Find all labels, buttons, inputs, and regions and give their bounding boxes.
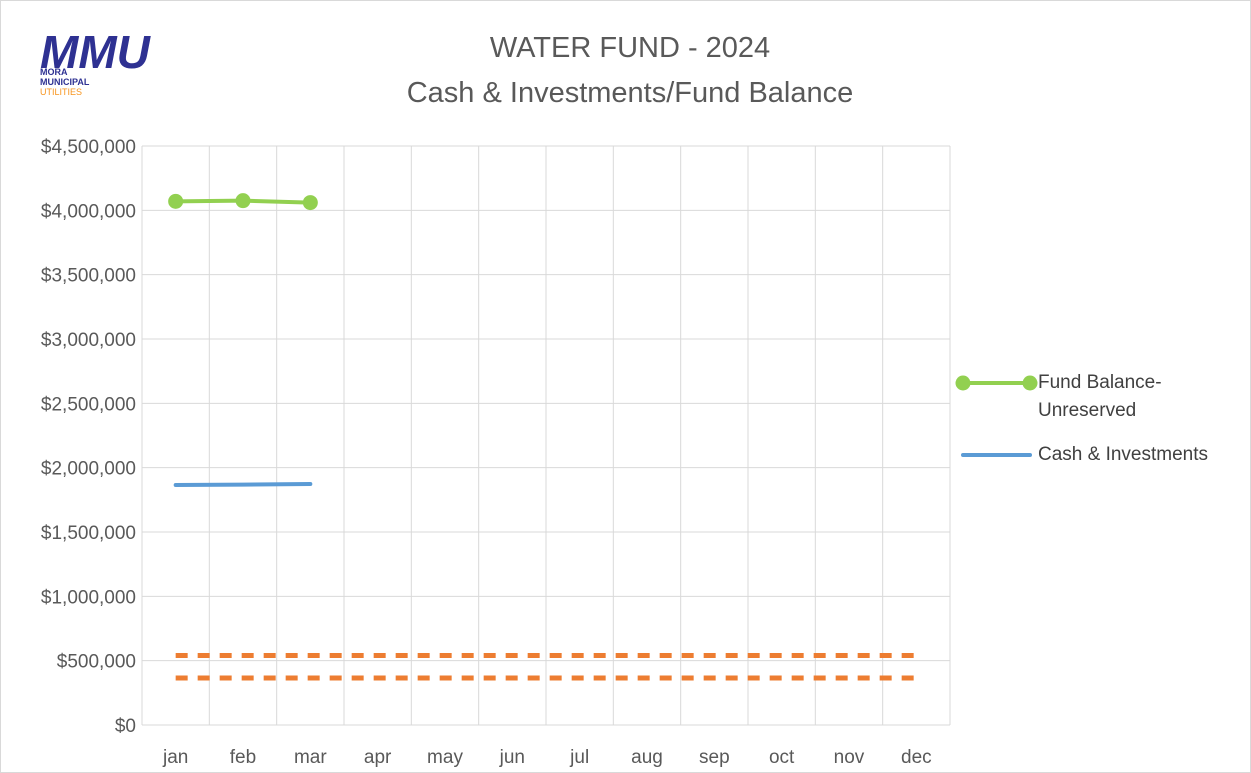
legend-label: Cash & Investments (1038, 444, 1209, 465)
logo: MMU MORA MUNICIPAL UTILITIES (40, 26, 152, 97)
x-tick-label: jul (569, 747, 589, 768)
marker (235, 193, 251, 209)
logo-line: MORA (40, 67, 68, 77)
legend-marker (1022, 375, 1038, 391)
x-tick-label: apr (364, 747, 392, 768)
x-tick-label: nov (834, 747, 865, 768)
series-line (173, 482, 313, 488)
y-tick-label: $1,000,000 (41, 587, 136, 608)
marker (302, 195, 318, 211)
x-tick-label: oct (769, 747, 795, 768)
y-tick-label: $3,500,000 (41, 266, 136, 287)
logo-line: UTILITIES (40, 87, 82, 97)
legend-label: Fund Balance-Unreserved (1038, 372, 1162, 421)
x-tick-label: may (427, 747, 463, 768)
x-tick-label: dec (901, 747, 932, 768)
x-tick-label: jun (499, 747, 525, 768)
logo-mark: MMU (40, 26, 152, 78)
y-tick-label: $2,000,000 (41, 459, 136, 480)
y-tick-label: $500,000 (57, 652, 136, 673)
y-tick-label: $4,500,000 (41, 137, 136, 158)
y-tick-label: $2,500,000 (41, 394, 136, 415)
x-tick-label: aug (631, 747, 663, 768)
logo-line: MUNICIPAL (40, 77, 90, 87)
x-tick-label: jan (162, 747, 188, 768)
x-tick-label: sep (699, 747, 730, 768)
y-tick-label: $0 (115, 716, 136, 737)
x-tick-label: feb (230, 747, 256, 768)
y-tick-label: $3,000,000 (41, 330, 136, 351)
marker (168, 193, 184, 209)
y-tick-label: $4,000,000 (41, 201, 136, 222)
chart-subtitle: Cash & Investments/Fund Balance (407, 77, 854, 109)
legend-marker (955, 375, 971, 391)
y-tick-label: $1,500,000 (41, 523, 136, 544)
chart-title: WATER FUND - 2024 (490, 32, 770, 64)
x-tick-label: mar (294, 747, 327, 768)
